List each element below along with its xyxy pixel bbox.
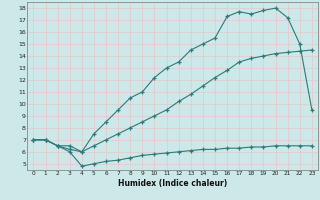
X-axis label: Humidex (Indice chaleur): Humidex (Indice chaleur) — [118, 179, 227, 188]
